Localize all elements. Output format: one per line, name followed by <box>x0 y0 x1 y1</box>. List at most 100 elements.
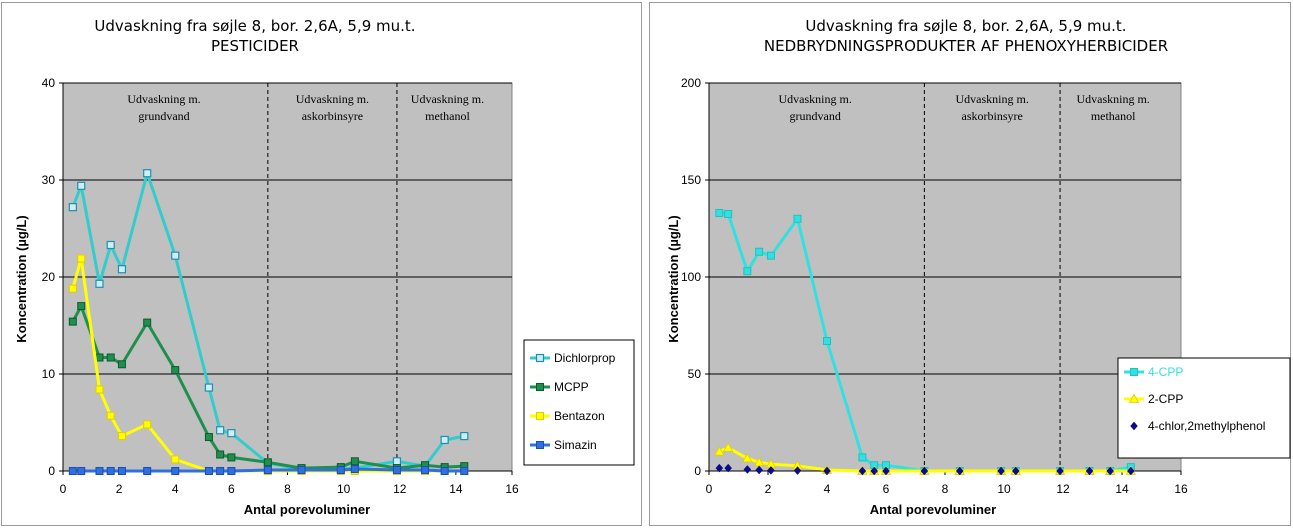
data-point <box>724 209 733 218</box>
x-tick-label: 6 <box>228 482 235 496</box>
x-tick-label: 16 <box>505 482 519 496</box>
legend: 4-CPP 2-CPP 4-chlor,2methylphenol <box>1117 357 1291 459</box>
legend-marker <box>535 353 545 363</box>
data-point <box>714 446 725 456</box>
data-point <box>117 265 127 274</box>
data-point <box>350 465 359 474</box>
y-tick-label: 200 <box>681 76 701 90</box>
data-point <box>882 466 890 476</box>
data-point <box>460 467 469 475</box>
data-point <box>920 466 929 476</box>
data-point <box>227 429 236 438</box>
chart-title: Udvaskning fra søjle 8, bor. 2,6A, 5,9 m… <box>805 17 1126 35</box>
y-axis-label: Koncentration (µg/L) <box>666 215 681 342</box>
y-tick-label: 0 <box>48 464 55 478</box>
x-tick-label: 2 <box>765 482 772 496</box>
data-point <box>117 432 126 441</box>
phase-label: Udvaskning m. <box>956 92 1029 106</box>
data-point <box>68 467 77 475</box>
data-point <box>421 466 430 475</box>
data-point <box>440 435 449 445</box>
data-point <box>143 169 152 178</box>
data-point <box>793 214 802 223</box>
data-point <box>1011 466 1020 476</box>
x-tick-label: 4 <box>824 482 831 496</box>
data-point <box>77 181 86 190</box>
x-tick-label: 16 <box>1174 482 1188 496</box>
legend-label: Simazin <box>554 438 597 452</box>
y-tick-label: 100 <box>681 270 701 284</box>
series-4-chlor,2methylphenol <box>715 463 1135 476</box>
data-point <box>68 203 77 212</box>
data-point <box>858 466 867 476</box>
data-point <box>204 383 214 392</box>
data-point <box>858 453 867 462</box>
chart-title: Udvaskning fra søjle 8, bor. 2,6A, 5,9 m… <box>94 17 415 35</box>
data-point <box>171 251 180 260</box>
y-axis-label: Koncentration (µg/L) <box>14 215 29 342</box>
data-point <box>68 284 77 293</box>
x-tick-label: 12 <box>393 482 407 496</box>
data-point <box>755 465 763 475</box>
data-point <box>793 466 802 475</box>
legend-label: Bentazon <box>554 409 605 423</box>
data-point <box>755 247 764 256</box>
data-point <box>955 466 964 476</box>
legend-box <box>1117 357 1291 459</box>
data-point <box>336 466 345 475</box>
data-point <box>297 466 306 475</box>
data-point <box>767 466 775 475</box>
chart-svg-nedbrydningsprodukter: Udvaskning fra søjle 8, bor. 2,6A, 5,9 m… <box>666 17 1291 517</box>
data-point <box>715 463 724 473</box>
chart-panel-pesticider: Udvaskning fra søjle 8, bor. 2,6A, 5,9 m… <box>1 2 642 526</box>
data-point <box>823 466 831 476</box>
legend-label: Dichlorprop <box>554 351 616 365</box>
legend: Dichlorprop MCPP Bentazon Simazin <box>523 339 635 466</box>
x-tick-label: 14 <box>449 482 463 496</box>
phase-label: methanol <box>425 109 470 123</box>
chart-panel-nedbrydningsprodukter: Udvaskning fra søjle 8, bor. 2,6A, 5,9 m… <box>649 2 1291 526</box>
data-point <box>766 251 775 260</box>
data-point <box>143 467 152 475</box>
data-point <box>117 360 126 369</box>
data-point <box>95 353 104 362</box>
data-point <box>743 465 752 474</box>
x-axis-label: Antal porevoluminer <box>244 502 370 517</box>
data-point <box>117 467 126 475</box>
data-point <box>171 467 180 475</box>
data-point <box>143 420 152 429</box>
x-tick-label: 6 <box>883 482 890 496</box>
phase-label: Udvaskning m. <box>1076 92 1149 106</box>
x-tick-label: 0 <box>706 482 713 496</box>
legend-marker <box>536 441 544 449</box>
legend-label: 4-CPP <box>1148 365 1183 379</box>
y-tick-label: 20 <box>42 270 56 284</box>
data-point <box>1106 466 1115 476</box>
data-point <box>106 240 115 250</box>
legend-marker <box>1128 393 1140 403</box>
y-tick-label: 40 <box>42 76 56 90</box>
data-point <box>227 453 236 462</box>
data-point <box>743 267 752 276</box>
data-point <box>77 254 86 263</box>
legend-label: 2-CPP <box>1148 392 1183 406</box>
x-tick-label: 10 <box>997 482 1011 496</box>
legend-label: MCPP <box>554 380 589 394</box>
data-point <box>77 467 86 475</box>
data-point <box>742 453 753 463</box>
data-point <box>823 337 831 346</box>
chart-svg-pesticider: Udvaskning fra søjle 8, bor. 2,6A, 5,9 m… <box>14 17 635 517</box>
data-point <box>870 466 879 476</box>
y-tick-label: 50 <box>688 367 702 381</box>
data-point <box>77 302 86 311</box>
phase-label: Udvaskning m. <box>411 92 484 106</box>
data-point <box>171 366 180 375</box>
legend-marker <box>1130 421 1138 431</box>
data-point <box>392 457 402 466</box>
x-axis-label: Antal porevoluminer <box>870 502 996 517</box>
data-point <box>216 450 225 459</box>
data-point <box>460 431 469 441</box>
data-point <box>106 467 115 475</box>
data-point <box>171 455 180 464</box>
data-point <box>1127 466 1135 476</box>
